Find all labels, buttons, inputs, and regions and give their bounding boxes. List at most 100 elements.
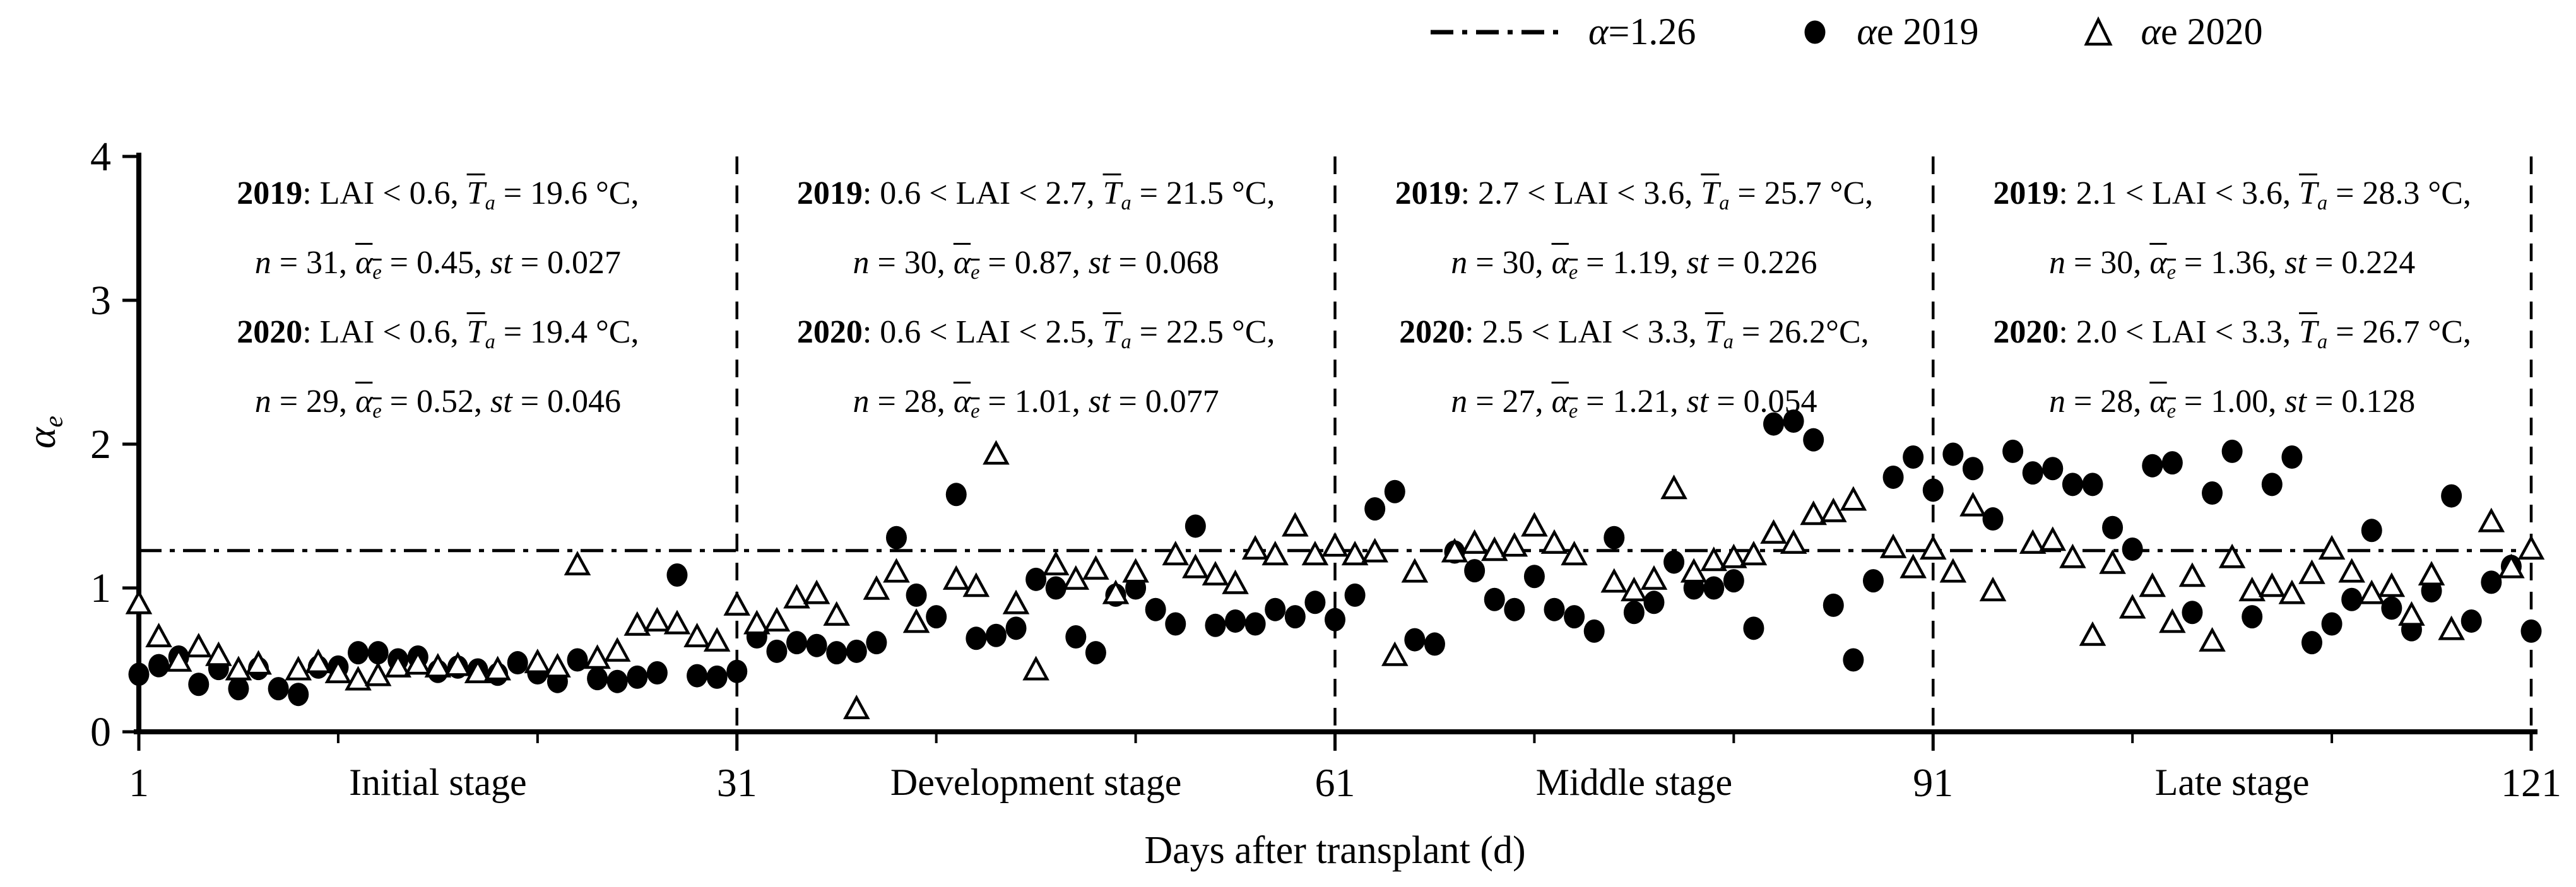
point-2020 [2118, 594, 2146, 619]
point-2020 [1261, 541, 1289, 566]
point-2020 [2278, 579, 2306, 604]
point-2019 [2221, 439, 2243, 463]
point-2019 [1225, 609, 1246, 633]
point-2020 [663, 609, 691, 635]
point-2019 [1942, 442, 1964, 466]
point-2019 [1265, 597, 1286, 621]
point-2019 [706, 665, 728, 689]
point-2020 [345, 666, 372, 691]
point-2019 [1703, 576, 1725, 600]
point-2020 [1441, 537, 1468, 563]
point-2020 [644, 607, 671, 631]
point-2019 [2002, 439, 2024, 463]
legend-label-2019: αe 2019 [1857, 11, 1979, 52]
point-2019 [1085, 641, 1106, 665]
point-2019 [1723, 569, 1744, 593]
point-2019 [1404, 628, 1426, 652]
point-2020 [1840, 486, 1867, 511]
annotation-line: 2020: 2.0 < LAI < 3.3, Ta = 26.7 °C, [1993, 314, 2471, 353]
point-2020 [623, 611, 651, 636]
stage-label: Initial stage [349, 761, 527, 803]
point-2019 [1045, 576, 1066, 600]
stage-annotation-4: 2019: 2.1 < LAI < 3.6, Ta = 28.3 °C, n = … [1898, 159, 2567, 437]
point-2020 [145, 623, 172, 648]
point-2019 [1484, 587, 1505, 611]
point-2019 [1244, 612, 1266, 636]
legend-item-ref-line: α=1.26 [1429, 10, 1696, 54]
point-2019 [1643, 590, 1665, 614]
point-2019 [2082, 473, 2103, 496]
point-2020 [2039, 526, 2067, 551]
point-2019 [188, 673, 210, 696]
point-2019 [2102, 515, 2124, 539]
point-2020 [902, 608, 930, 633]
point-2019 [2341, 587, 2363, 611]
x-tick-label: 61 [1315, 760, 1356, 805]
point-2020 [1959, 491, 1987, 517]
annotation-line: 2020: LAI < 0.6, Ta = 19.4 °C, [237, 314, 639, 353]
point-2020 [723, 590, 751, 616]
annotation-line: 2020: 2.5 < LAI < 3.3, Ta = 26.2°C, [1399, 314, 1869, 353]
point-2020 [1062, 565, 1090, 590]
point-2020 [364, 661, 392, 686]
point-2019 [1284, 605, 1306, 629]
point-2019 [2520, 619, 2542, 643]
legend-item-2020: αe 2020 [2083, 10, 2263, 54]
point-2020 [743, 609, 771, 635]
x-tick-label: 1 [129, 760, 149, 805]
point-2020 [225, 655, 252, 681]
point-2019 [268, 677, 289, 701]
point-2020 [1521, 512, 1548, 537]
point-2019 [687, 664, 708, 688]
x-axis-title: Days after transplant (d) [1144, 829, 1525, 872]
point-2020 [1700, 546, 1728, 572]
point-2020 [2218, 543, 2246, 568]
point-2020 [2059, 543, 2086, 568]
point-2019 [985, 623, 1007, 647]
dash-dot-line-icon [1431, 30, 1561, 34]
point-2020 [1282, 512, 1309, 537]
point-2019 [1325, 608, 1345, 631]
point-2020 [1501, 532, 1528, 557]
point-2020 [2478, 507, 2505, 532]
point-2019 [606, 669, 628, 693]
y-tick-label: 1 [90, 565, 111, 611]
point-2019 [1803, 428, 1824, 452]
point-2019 [766, 639, 788, 663]
point-2019 [567, 648, 588, 672]
point-2019 [786, 631, 808, 655]
point-2020 [863, 575, 890, 600]
y-tick-label: 4 [90, 134, 111, 180]
point-2019 [2321, 612, 2343, 636]
point-2020 [424, 652, 452, 678]
point-2020 [1900, 553, 1927, 579]
point-2019 [1783, 409, 1804, 433]
point-2020 [2298, 559, 2325, 584]
filled-circle-icon [1804, 20, 1826, 44]
point-2020 [1461, 529, 1488, 554]
point-2019 [1364, 497, 1386, 521]
legend-label-2020: αe 2020 [2141, 11, 2263, 52]
point-2020 [125, 589, 153, 614]
point-2019 [1523, 565, 1545, 589]
point-2019 [826, 641, 848, 665]
point-2020 [1321, 532, 1349, 557]
point-2019 [726, 659, 748, 683]
point-2019 [2281, 445, 2303, 469]
point-2020 [603, 637, 631, 662]
point-2019 [666, 563, 688, 587]
point-2020 [1800, 500, 1827, 526]
point-2019 [367, 641, 389, 665]
point-2020 [783, 584, 810, 609]
point-2019 [148, 654, 170, 678]
point-2020 [1680, 558, 1708, 583]
point-2019 [1205, 613, 1226, 637]
point-2020 [2418, 561, 2445, 586]
point-2020 [2079, 621, 2106, 646]
point-2019 [846, 639, 867, 663]
point-2019 [2202, 481, 2223, 505]
point-2020 [1202, 561, 1229, 586]
point-2020 [165, 647, 192, 672]
annotation-line: 2019: LAI < 0.6, Ta = 19.6 °C, [237, 175, 639, 214]
point-2019 [1464, 559, 1486, 583]
